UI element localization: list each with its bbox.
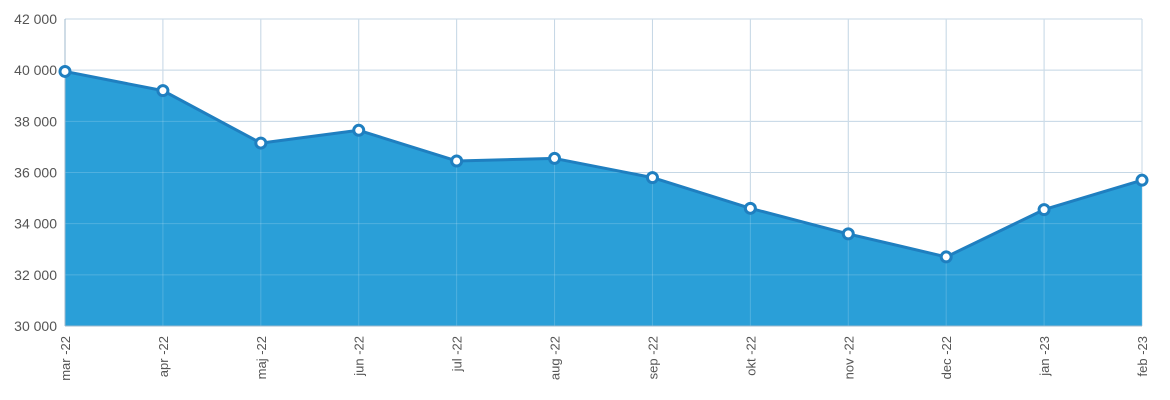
y-tick-label: 34 000 [14,216,57,232]
y-tick-label: 30 000 [14,318,57,334]
area-fill [65,71,1142,326]
y-tick-label: 38 000 [14,113,57,129]
data-point [58,64,72,78]
data-point [841,227,855,241]
x-tick-label: nov -22 [841,336,856,379]
x-tick-label: maj -22 [254,336,269,379]
y-tick-label: 32 000 [14,267,57,283]
x-tick-label: jun -22 [352,336,367,377]
data-point [645,171,659,185]
x-tick-label: feb -23 [1135,336,1150,376]
data-point [743,201,757,215]
x-tick-label: sep -22 [645,336,660,379]
data-point [1135,173,1149,187]
data-point [254,136,268,150]
y-tick-label: 40 000 [14,62,57,78]
data-point [939,250,953,264]
x-tick-label: dec -22 [939,336,954,379]
y-tick-label: 42 000 [14,11,57,27]
label-layer: 30 000 32 000 34 000 36 000 38 000 40 000 42 0… [14,11,1150,381]
x-tick-label: jan -23 [1037,336,1052,377]
x-tick-label: jul -22 [450,336,465,372]
data-point [352,123,366,137]
data-point [548,151,562,165]
y-tick-label: 36 000 [14,165,57,181]
series-line [64,69,1143,259]
data-point [450,154,464,168]
x-tick-label: okt -22 [743,336,758,376]
data-point [156,84,170,98]
x-tick-label: apr -22 [156,336,171,377]
x-tick-label: aug -22 [548,336,563,380]
marker-layer [58,64,1149,264]
x-tick-label: mar -22 [58,336,73,381]
data-point [1037,203,1051,217]
area-layer [64,18,1143,327]
